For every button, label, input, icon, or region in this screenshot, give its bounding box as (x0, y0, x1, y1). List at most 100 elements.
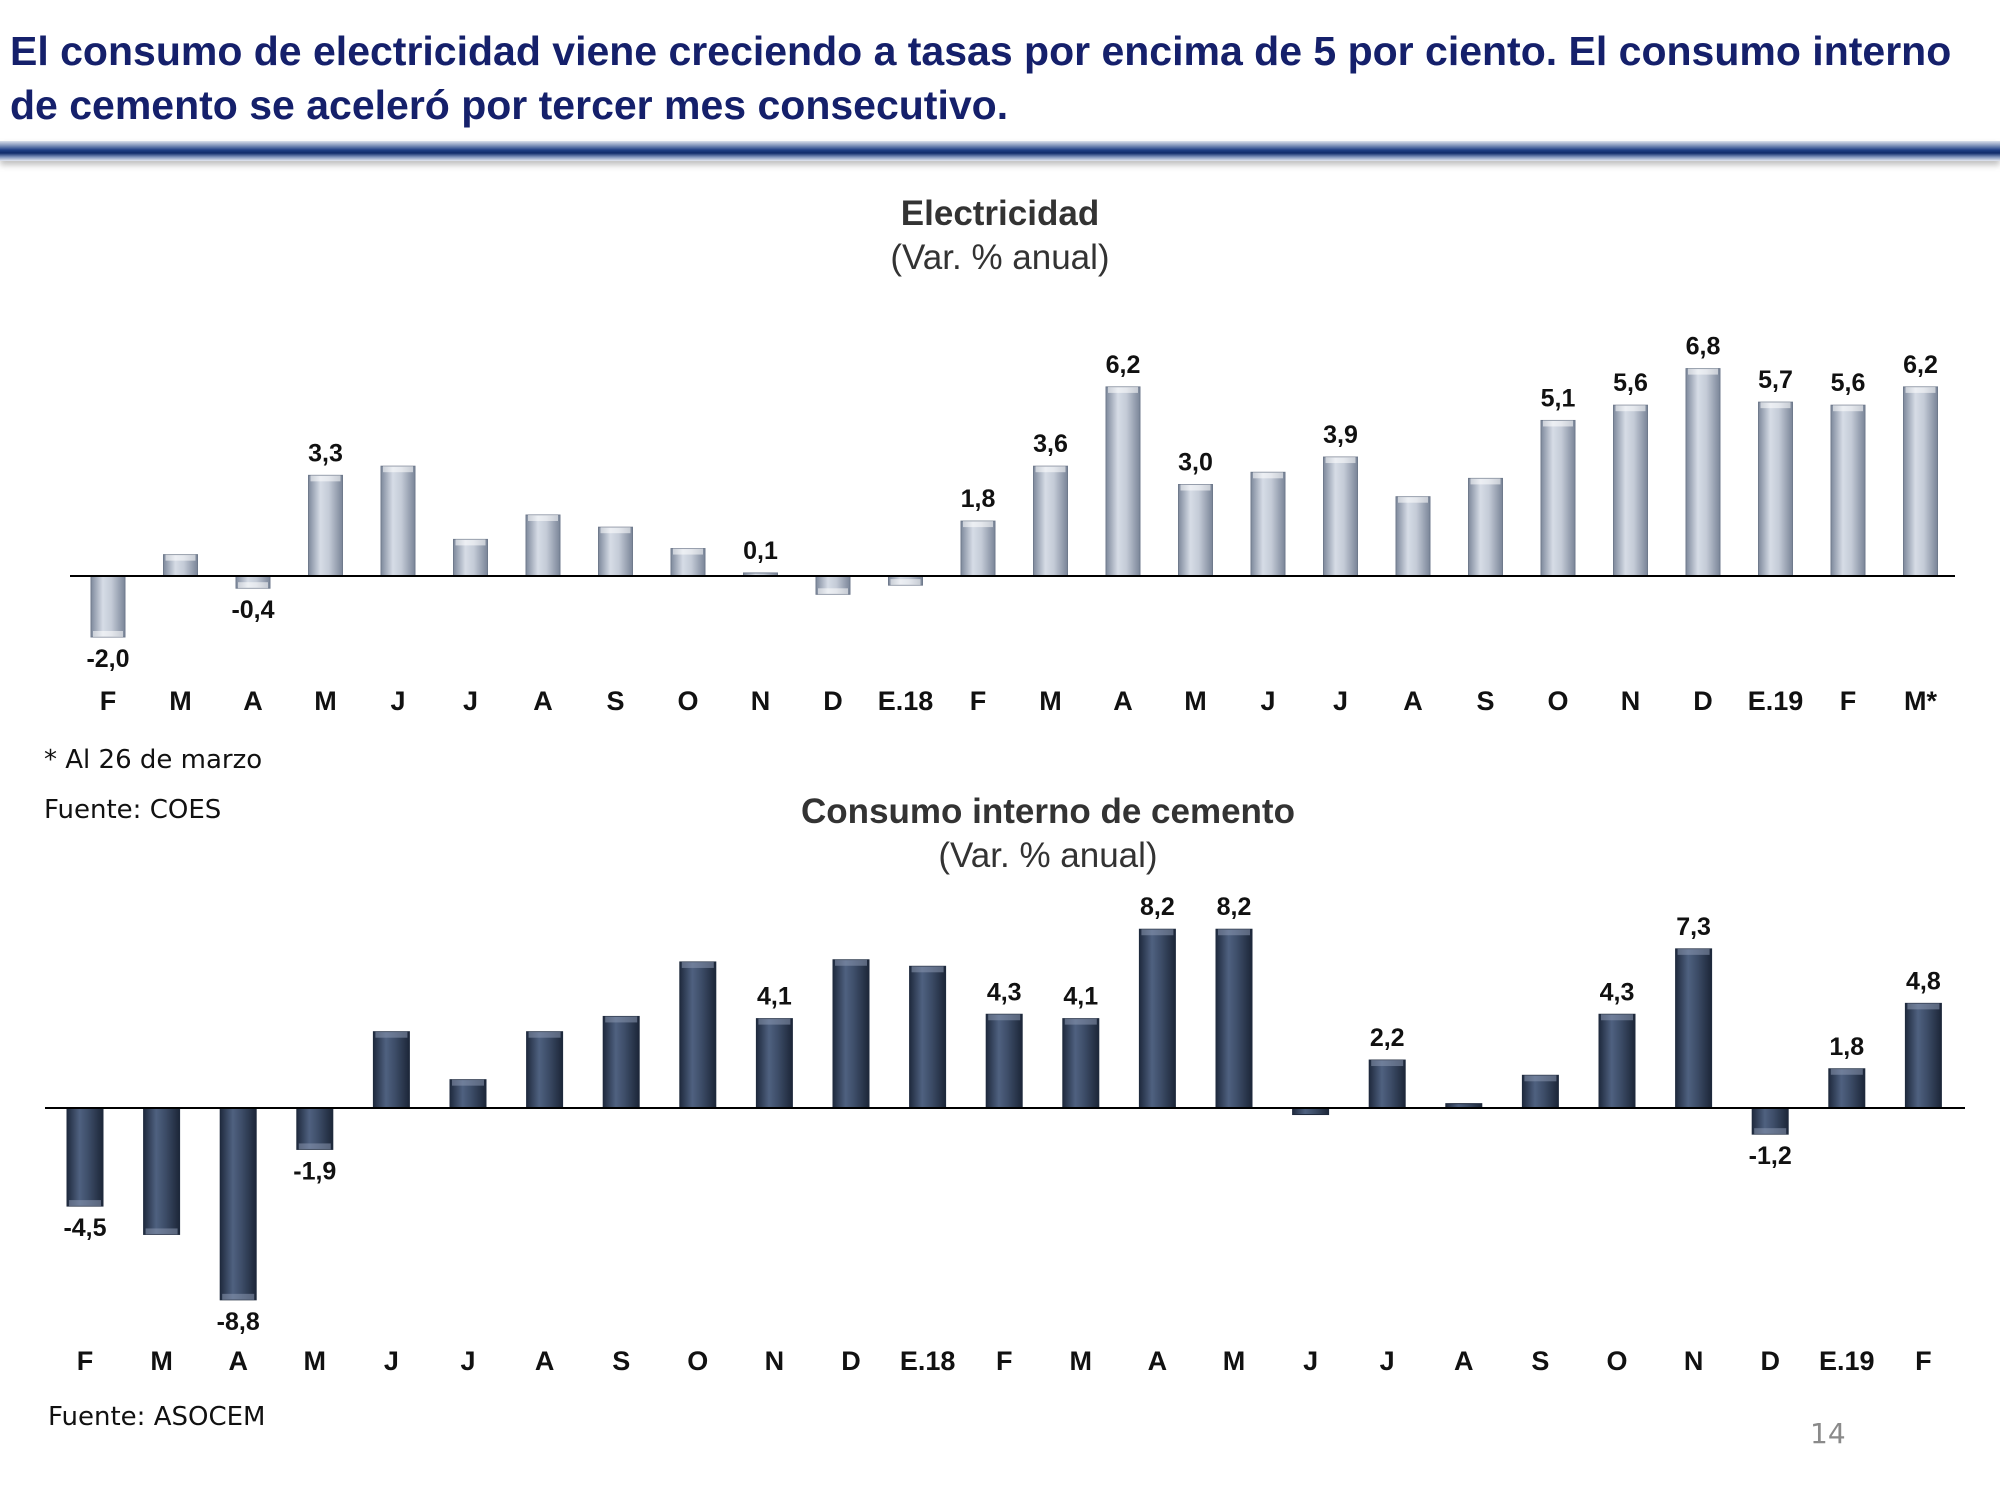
cement-bar-bevel (681, 961, 714, 968)
cement-bar-bevel (375, 1031, 408, 1038)
cement-value-label: -1,9 (293, 1157, 336, 1185)
elec-bar-bevel (1180, 484, 1211, 491)
elec-bar (1758, 401, 1793, 577)
elec-category-label: M (1039, 686, 1062, 716)
elec-category-label: A (533, 686, 553, 716)
elec-category-label: M (314, 686, 337, 716)
elec-bar-bevel (1760, 402, 1791, 409)
elec-value-label: 5,7 (1758, 366, 1793, 394)
elec-bar-bevel (1688, 368, 1718, 375)
cement-bar-bevel (1907, 1003, 1940, 1010)
elec-value-label: -0,4 (231, 596, 274, 624)
cement-value-label: 4,1 (1063, 983, 1098, 1011)
cement-bar (679, 961, 717, 1109)
cement-bar-bevel (988, 1014, 1021, 1021)
cement-bar (219, 1107, 257, 1301)
cement-bar (1675, 948, 1713, 1109)
elec-bar (1033, 465, 1068, 577)
elec-category-label: J (390, 686, 405, 716)
cement-value-label: 7,3 (1676, 913, 1711, 941)
cement-chart-title: Consumo interno de cemento (801, 792, 1295, 831)
cement-bar-bevel (1218, 929, 1250, 936)
cement-category-label: A (1454, 1346, 1474, 1376)
elec-value-label: -2,0 (86, 645, 129, 673)
elec-bar-bevel (1253, 472, 1283, 479)
elec-bar-bevel (1470, 478, 1501, 485)
cement-bar-bevel (528, 1031, 561, 1038)
elec-bar (1105, 386, 1141, 577)
elec-bar-bevel (165, 554, 196, 561)
cement-category-label: E.18 (900, 1346, 956, 1376)
elec-value-label: 3,3 (308, 439, 343, 467)
elec-bar (598, 526, 633, 577)
elec-bar-bevel (93, 631, 123, 637)
cement-chart-subtitle: (Var. % anual) (938, 836, 1158, 875)
cement-bar (1598, 1013, 1636, 1109)
cement-bar (66, 1107, 104, 1207)
elec-category-label: M (1184, 686, 1207, 716)
cement-value-label: 8,2 (1140, 893, 1175, 921)
elec-bar-bevel (600, 527, 631, 534)
elec-value-label: 6,8 (1686, 333, 1721, 361)
elec-category-label: A (1113, 686, 1133, 716)
elec-bar (1395, 496, 1431, 577)
elec-category-label: F (100, 686, 117, 716)
cement-bar-bevel (69, 1200, 101, 1207)
elec-bar (960, 520, 996, 577)
cement-bar (296, 1107, 334, 1150)
elec-value-label: 3,0 (1178, 449, 1213, 477)
cement-category-label: M (1223, 1346, 1246, 1376)
cement-bar-bevel (911, 966, 944, 973)
elec-category-label: D (823, 686, 843, 716)
electricity-chart-title-block: Electricidad (Var. % anual) (750, 192, 1250, 280)
elec-bar (453, 538, 488, 577)
cement-bar-bevel (1601, 1014, 1633, 1021)
elec-bar (1540, 419, 1576, 577)
elec-bar (1323, 456, 1358, 577)
cement-bar (602, 1015, 640, 1109)
elec-bar-bevel (455, 539, 486, 546)
elec-category-label: M (169, 686, 192, 716)
elec-category-label: M* (1904, 686, 1937, 716)
elec-category-label: D (1693, 686, 1713, 716)
cement-bar-bevel (452, 1079, 484, 1086)
elec-bar-bevel (1108, 386, 1138, 393)
elec-value-label: 5,6 (1831, 369, 1866, 397)
elec-bar-bevel (1398, 496, 1428, 503)
cement-category-label: M (304, 1346, 327, 1376)
cement-value-label: 4,3 (1600, 978, 1635, 1006)
elec-bar-bevel (310, 475, 341, 482)
cement-category-label: F (996, 1346, 1013, 1376)
elec-bar (1178, 484, 1213, 577)
cement-category-label: S (1531, 1346, 1549, 1376)
cement-category-label: A (535, 1346, 555, 1376)
cement-value-label: 4,8 (1906, 967, 1941, 995)
elec-bar (380, 465, 416, 577)
elec-bar (1468, 477, 1503, 577)
cement-bar (143, 1107, 181, 1235)
cement-bar-bevel (298, 1143, 331, 1150)
elec-category-label: F (970, 686, 987, 716)
cement-category-label: O (1606, 1346, 1627, 1376)
cement-bar (372, 1031, 410, 1109)
elec-bar-bevel (1543, 420, 1573, 427)
elec-bar-bevel (528, 515, 558, 521)
elec-category-label: S (606, 686, 624, 716)
elec-bar-bevel (1035, 466, 1066, 473)
elec-bar (1830, 404, 1866, 577)
electricity-chart-title: Electricidad (900, 194, 1100, 233)
elec-category-label: N (751, 686, 771, 716)
elec-value-label: 6,2 (1106, 351, 1141, 379)
elec-bar (1685, 368, 1721, 577)
elec-category-label: A (243, 686, 263, 716)
elec-bar-bevel (1905, 386, 1936, 393)
cement-bar-bevel (145, 1228, 178, 1235)
elec-category-label: O (1547, 686, 1568, 716)
elec-value-label: 3,9 (1323, 421, 1358, 449)
elec-value-label: 6,2 (1903, 351, 1938, 379)
elec-bar (525, 514, 561, 577)
elec-category-label: E.18 (878, 686, 934, 716)
elec-value-label: 1,8 (961, 485, 996, 513)
cement-bar-bevel (1524, 1075, 1557, 1082)
cement-value-label: 4,1 (757, 983, 792, 1011)
